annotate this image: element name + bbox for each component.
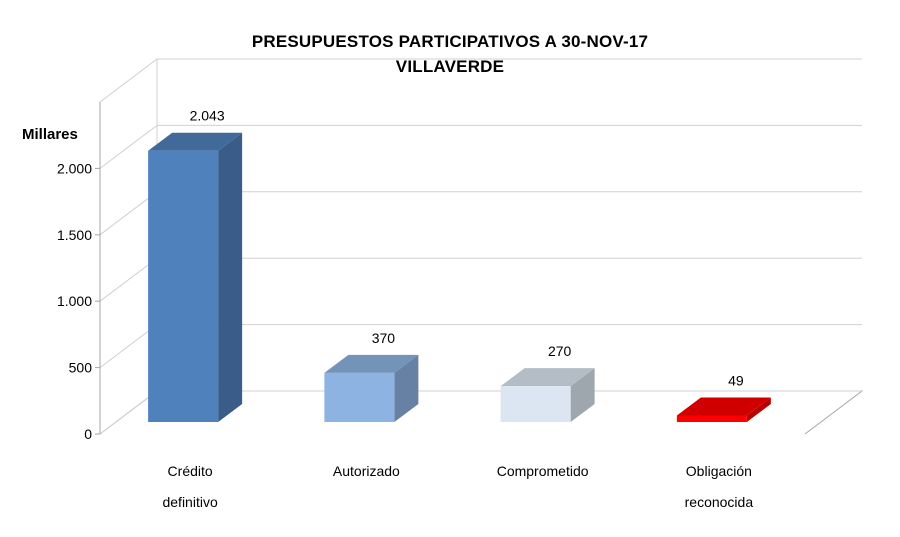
bar-top [676,397,771,416]
chart-subtitle: VILLAVERDE [395,57,505,76]
x-tick-label: Crédito [168,463,213,479]
bar-side [394,354,419,422]
bar-top [324,354,419,373]
x-tick-label: Comprometido [497,463,589,479]
x-tick-label: reconocida [685,494,754,510]
gridline [99,58,862,103]
bar-front [500,386,571,422]
gridline [99,124,862,169]
bar-front [324,372,395,422]
y-axis: 0 500 1.000 1.500 2.000 [57,102,101,442]
y-tick-label: 2.000 [57,160,92,176]
y-tick-label: 1.000 [57,293,92,309]
bar-side [218,132,243,422]
x-axis-labels: Crédito definitivo Autorizado Comprometido O… [162,463,753,510]
x-tick-label: definitivo [162,494,217,510]
data-labels: 2.043 370 270 49 [190,108,744,389]
y-tick-label: 1.500 [57,227,92,243]
data-label: 49 [728,372,744,388]
data-label: 270 [548,343,572,359]
bar-top [148,132,243,151]
x-tick-label: Obligación [686,463,752,479]
bar [148,132,243,422]
bar [500,368,595,422]
data-label: 370 [372,330,396,346]
bar-side [746,397,771,422]
bar-front [148,150,219,422]
bar-front [676,415,747,422]
y-axis-unit-label: Millares [22,126,78,143]
y-tick-label: 0 [84,426,92,442]
bar [676,397,771,422]
bar [324,354,419,422]
bars [148,132,771,422]
bar-side [570,368,595,422]
x-tick-label: Autorizado [333,463,400,479]
bar-top [500,368,595,387]
y-tick-label: 500 [69,360,93,376]
data-label: 2.043 [190,108,225,124]
chart-title: PRESUPUESTOS PARTICIPATIVOS A 30-NOV-17 [251,32,649,51]
